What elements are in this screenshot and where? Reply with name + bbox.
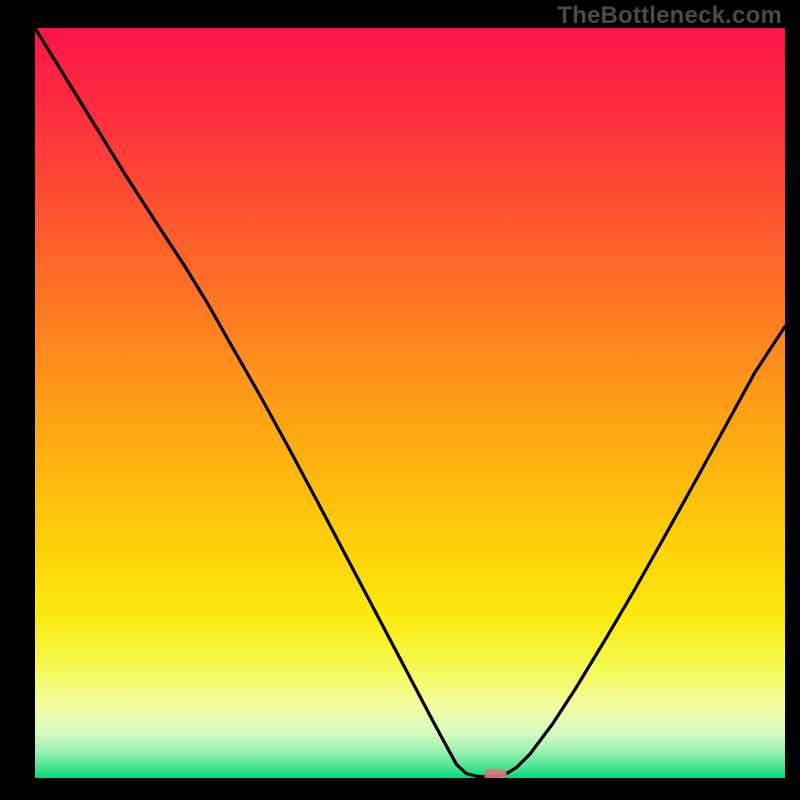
watermark-text: TheBottleneck.com	[557, 2, 782, 30]
plot-background	[35, 28, 785, 778]
optimal-marker	[484, 769, 507, 778]
chart-frame: TheBottleneck.com	[0, 0, 800, 800]
bottleneck-chart	[35, 28, 785, 778]
